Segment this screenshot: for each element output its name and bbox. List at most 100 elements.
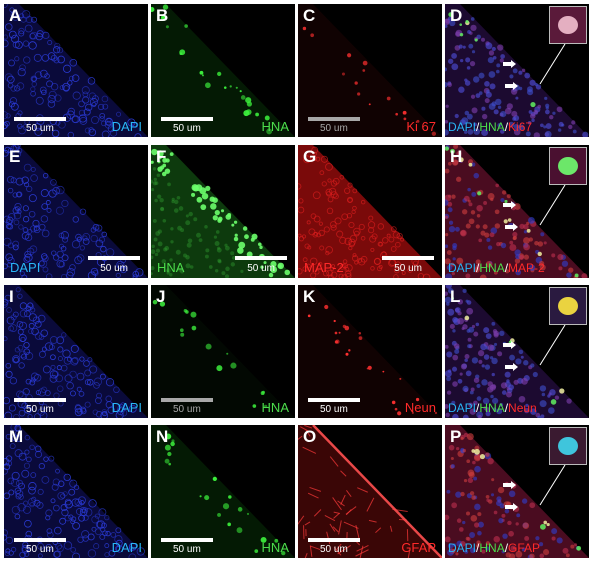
micrograph-image (151, 145, 295, 278)
channel-label-part: DAPI (111, 540, 142, 555)
channel-label-part: HNA (479, 541, 505, 555)
micrograph-image (445, 4, 589, 137)
panel-l: L DAPI/HNA/Neun (445, 285, 589, 418)
panel-letter: C (303, 6, 316, 25)
panel-letter: J (156, 287, 166, 306)
channel-label: HNA (157, 260, 184, 275)
scale-bar-label: 50 um (247, 263, 275, 274)
scale-bar (161, 117, 213, 121)
channel-label: DAPI/HNA/GFAP (448, 541, 540, 555)
panel-j: J 50 um HNA (151, 285, 295, 418)
channel-label-part: / (476, 401, 480, 415)
arrow-icon (503, 481, 516, 489)
channel-label-part: Neun (508, 401, 537, 415)
channel-label-part: Ki 67 (406, 119, 436, 134)
channel-label-part: / (504, 120, 509, 134)
arrow-icon (505, 223, 518, 231)
panel-m: M 50 um DAPI (4, 425, 148, 558)
micrograph-image (4, 285, 148, 418)
inset-pointer-line (503, 464, 566, 511)
scale-bar (308, 538, 360, 542)
micrograph-image (298, 285, 442, 418)
channel-label-part: / (504, 401, 509, 415)
micrograph-image (445, 145, 589, 278)
channel-label-part: Neun (404, 400, 436, 415)
zoom-inset (549, 6, 587, 44)
scale-bar (161, 398, 213, 402)
channel-label-part: / (504, 541, 509, 555)
scale-bar-label: 50 um (26, 404, 54, 415)
panel-letter: H (450, 147, 463, 166)
scale-bar-label: 50 um (173, 544, 201, 555)
channel-label-part: MAP-2 (304, 260, 344, 275)
channel-label: DAPI (112, 400, 142, 415)
zoom-inset (549, 287, 587, 325)
panel-o: O 50 um GFAP (298, 425, 442, 558)
channel-label-part: DAPI (111, 119, 142, 134)
scale-bar (14, 398, 66, 402)
channel-label-part: DAPI (448, 401, 477, 415)
channel-label-part: HNA (479, 120, 505, 134)
zoom-inset (549, 147, 587, 185)
channel-label-part: DAPI (10, 260, 41, 275)
panel-d: D DAPI/HNA/Ki67 (445, 4, 589, 137)
panel-letter: L (450, 287, 461, 306)
channel-label-part: / (476, 541, 480, 555)
scale-bar-label: 50 um (26, 123, 54, 134)
scale-bar-label: 50 um (320, 123, 348, 134)
panel-letter: P (450, 427, 462, 446)
arrow-icon (505, 363, 518, 371)
channel-label: GFAP (401, 540, 436, 555)
micrograph-image (151, 4, 295, 137)
channel-label: HNA (262, 400, 289, 415)
micrograph-image (4, 425, 148, 558)
channel-label-part: / (476, 120, 480, 134)
inset-image (550, 428, 586, 464)
panel-letter: F (156, 147, 167, 166)
channel-label: HNA (262, 540, 289, 555)
panel-letter: D (450, 6, 463, 25)
channel-label-part: HNA (261, 119, 289, 134)
inset-image (550, 7, 586, 43)
panel-letter: I (9, 287, 14, 306)
panel-c: C 50 um Ki 67 (298, 4, 442, 137)
inset-pointer-line (503, 43, 566, 90)
channel-label: Neun (405, 400, 436, 415)
panel-h: H DAPI/HNA/MAP-2 (445, 145, 589, 278)
panel-e: E 50 um DAPI (4, 145, 148, 278)
arrow-icon (505, 82, 518, 90)
scale-bar (382, 256, 434, 260)
channel-label: Ki 67 (406, 119, 436, 134)
channel-label-part: / (476, 261, 480, 275)
inset-image (550, 288, 586, 324)
channel-label-part: DAPI (448, 120, 477, 134)
scale-bar (308, 398, 360, 402)
panel-letter: E (9, 147, 21, 166)
channel-label-part: HNA (261, 540, 289, 555)
panel-g: G 50 um MAP-2 (298, 145, 442, 278)
channel-label-part: GFAP (401, 540, 436, 555)
channel-label-part: HNA (157, 260, 185, 275)
panel-letter: N (156, 427, 169, 446)
panel-letter: G (303, 147, 317, 166)
panel-letter: M (9, 427, 24, 446)
micrograph-image (298, 145, 442, 278)
arrow-icon (505, 503, 518, 511)
scale-bar-label: 50 um (320, 404, 348, 415)
channel-label: DAPI/HNA/Ki67 (448, 120, 532, 134)
scale-bar (161, 538, 213, 542)
scale-bar-label: 50 um (394, 263, 422, 274)
micrograph-image (298, 425, 442, 558)
channel-label-part: GFAP (508, 541, 541, 555)
channel-label: DAPI/HNA/Neun (448, 401, 537, 415)
scale-bar-label: 50 um (173, 123, 201, 134)
channel-label-part: DAPI (448, 261, 477, 275)
channel-label-part: MAP-2 (508, 261, 545, 275)
arrow-icon (503, 201, 516, 209)
micrograph-image (298, 4, 442, 137)
panel-a: A 50 um DAPI (4, 4, 148, 137)
channel-label-part: / (504, 261, 509, 275)
inset-pointer-line (503, 324, 566, 371)
micrograph-image (4, 145, 148, 278)
panel-letter: A (9, 6, 22, 25)
